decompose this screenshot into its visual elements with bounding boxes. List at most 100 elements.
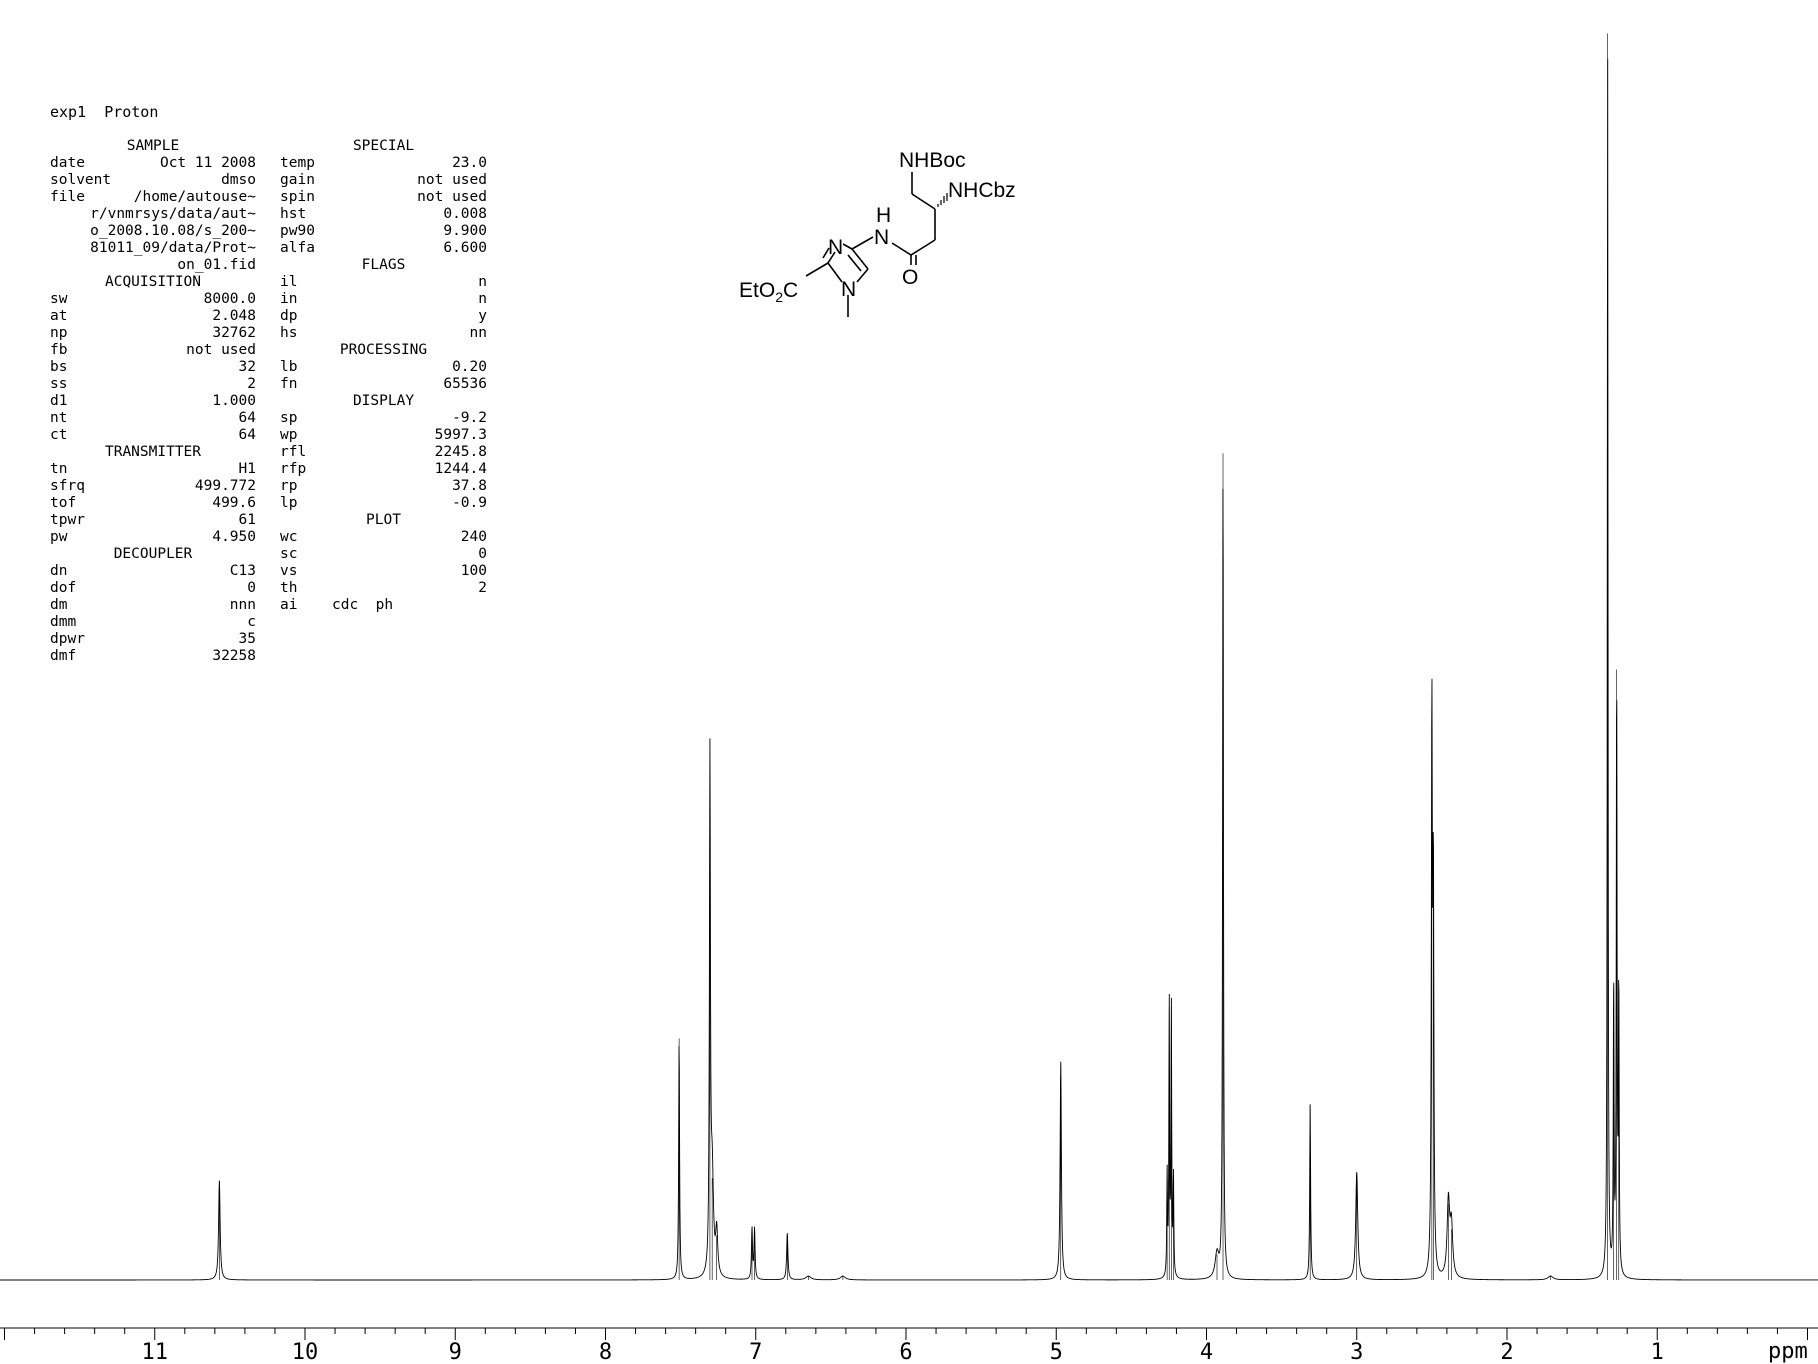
x-tick-label: 8 xyxy=(599,1340,612,1364)
x-axis-ticks: 11 10 9 8 7 6 5 4 3 2 1 xyxy=(4,1328,1808,1364)
param-value: 1244.4 xyxy=(434,461,487,477)
x-tick-label: 2 xyxy=(1500,1340,1513,1364)
param-value: 100 xyxy=(460,563,487,579)
param-key: spin xyxy=(280,189,315,205)
param-row: date Oct 11 2008 xyxy=(50,155,256,172)
param-row: dm nnn xyxy=(50,597,256,614)
x-tick-label: 5 xyxy=(1050,1340,1063,1364)
x-axis-label: ppm xyxy=(1768,1339,1808,1364)
param-key: gain xyxy=(280,172,315,188)
param-row: sw 8000.0 xyxy=(50,291,256,308)
param-key: in xyxy=(280,291,298,307)
param-row: tn H1 xyxy=(50,461,256,478)
param-key: rfp xyxy=(280,461,307,477)
param-key: fn xyxy=(280,376,298,392)
param-key: at xyxy=(50,308,68,324)
param-value: 2.048 xyxy=(212,308,256,324)
param-key: pw90 xyxy=(280,223,315,239)
param-key: lb xyxy=(280,359,298,375)
param-value: 8000.0 xyxy=(203,291,256,307)
param-row: solvent dmso xyxy=(50,172,256,189)
param-key: d1 xyxy=(50,393,68,409)
param-section-title: TRANSMITTER xyxy=(104,444,202,460)
param-value: 4.950 xyxy=(212,529,256,545)
param-row: alfa 6.600 xyxy=(280,240,487,257)
param-value: y xyxy=(478,308,487,324)
param-value: 65536 xyxy=(443,376,487,392)
param-key: sp xyxy=(280,410,298,426)
x-tick-label: 10 xyxy=(292,1340,319,1364)
param-row: fb not used xyxy=(50,342,256,359)
param-row: vs 100 xyxy=(280,563,487,580)
structure-labels: NHBoc NHCbz H N N N O EtO2C xyxy=(739,149,1016,305)
param-value: -0.9 xyxy=(452,495,487,511)
param-value: 0.008 xyxy=(443,206,487,222)
x-tick-label: 9 xyxy=(449,1340,462,1364)
param-value: not used xyxy=(186,342,256,358)
param-row: ai cdc ph xyxy=(280,597,487,614)
param-section-title: SAMPLE xyxy=(126,138,180,154)
param-section-title: PLOT xyxy=(366,512,401,528)
param-row: sp -9.2 xyxy=(280,410,487,427)
experiment-title: exp1 Proton xyxy=(50,103,158,121)
param-row: d1 1.000 xyxy=(50,393,256,410)
param-key: tn xyxy=(50,461,68,477)
param-row: sfrq 499.772 xyxy=(50,478,256,495)
param-key: rfl xyxy=(280,444,307,460)
param-value: 2245.8 xyxy=(434,444,487,460)
param-value: n xyxy=(478,274,487,290)
param-key: np xyxy=(50,325,68,341)
ring-n-top-label: N xyxy=(828,236,843,259)
param-section-title: SPECIAL xyxy=(352,138,415,154)
ester-label: EtO2C xyxy=(739,279,798,305)
param-section-header: TRANSMITTER xyxy=(50,444,256,461)
param-key: dmm xyxy=(50,614,77,630)
param-row: th 2 xyxy=(280,580,487,597)
nhboc-label: NHBoc xyxy=(899,149,966,172)
parameter-table-right: SPECIAL temp 23.0 gain not used spin not used h… xyxy=(280,138,487,614)
param-row: file/home/autouse~ xyxy=(50,189,256,206)
param-value: o_2008.10.08/s_200~ xyxy=(90,223,256,239)
param-value: /home/autouse~ xyxy=(133,189,256,205)
param-key: fb xyxy=(50,342,68,358)
param-key: temp xyxy=(280,155,315,171)
param-value: 2 xyxy=(247,376,256,392)
param-row: il n xyxy=(280,274,487,291)
param-key: alfa xyxy=(280,240,315,256)
param-row: lp -0.9 xyxy=(280,495,487,512)
param-value: dmso xyxy=(221,172,256,188)
param-key: solvent xyxy=(50,172,112,188)
param-key: bs xyxy=(50,359,68,375)
param-row: bs 32 xyxy=(50,359,256,376)
param-section-header: FLAGS xyxy=(280,257,487,274)
param-row: dpwr 35 xyxy=(50,631,256,648)
param-value: 64 xyxy=(238,410,256,426)
param-row: ss 2 xyxy=(50,376,256,393)
param-value: 1.000 xyxy=(212,393,256,409)
param-key: ct xyxy=(50,427,68,443)
param-row: on_01.fid xyxy=(50,257,256,274)
param-row: pw 4.950 xyxy=(50,529,256,546)
param-value: not used xyxy=(417,172,487,188)
param-row: fn 65536 xyxy=(280,376,487,393)
param-key: tpwr xyxy=(50,512,85,528)
param-section-header: ACQUISITION xyxy=(50,274,256,291)
x-tick-label: 3 xyxy=(1350,1340,1363,1364)
param-section-header: SPECIAL xyxy=(280,138,487,155)
param-value: cdc ph xyxy=(332,597,394,613)
amide-n-label: N xyxy=(874,226,889,249)
param-row: hs nn xyxy=(280,325,487,342)
x-tick-label: 11 xyxy=(142,1340,169,1364)
param-value: 2 xyxy=(478,580,487,596)
param-row: wc 240 xyxy=(280,529,487,546)
param-value: 0 xyxy=(247,580,256,596)
param-row: wp 5997.3 xyxy=(280,427,487,444)
parameter-table-left: SAMPLE date Oct 11 2008 solvent dmso file/hom… xyxy=(50,138,256,665)
param-key: wc xyxy=(280,529,298,545)
param-key: th xyxy=(280,580,298,596)
param-value: 61 xyxy=(238,512,256,528)
param-value: 499.772 xyxy=(194,478,256,494)
param-row: dof 0 xyxy=(50,580,256,597)
param-value: 35 xyxy=(238,631,256,647)
param-value: Oct 11 2008 xyxy=(159,155,256,171)
